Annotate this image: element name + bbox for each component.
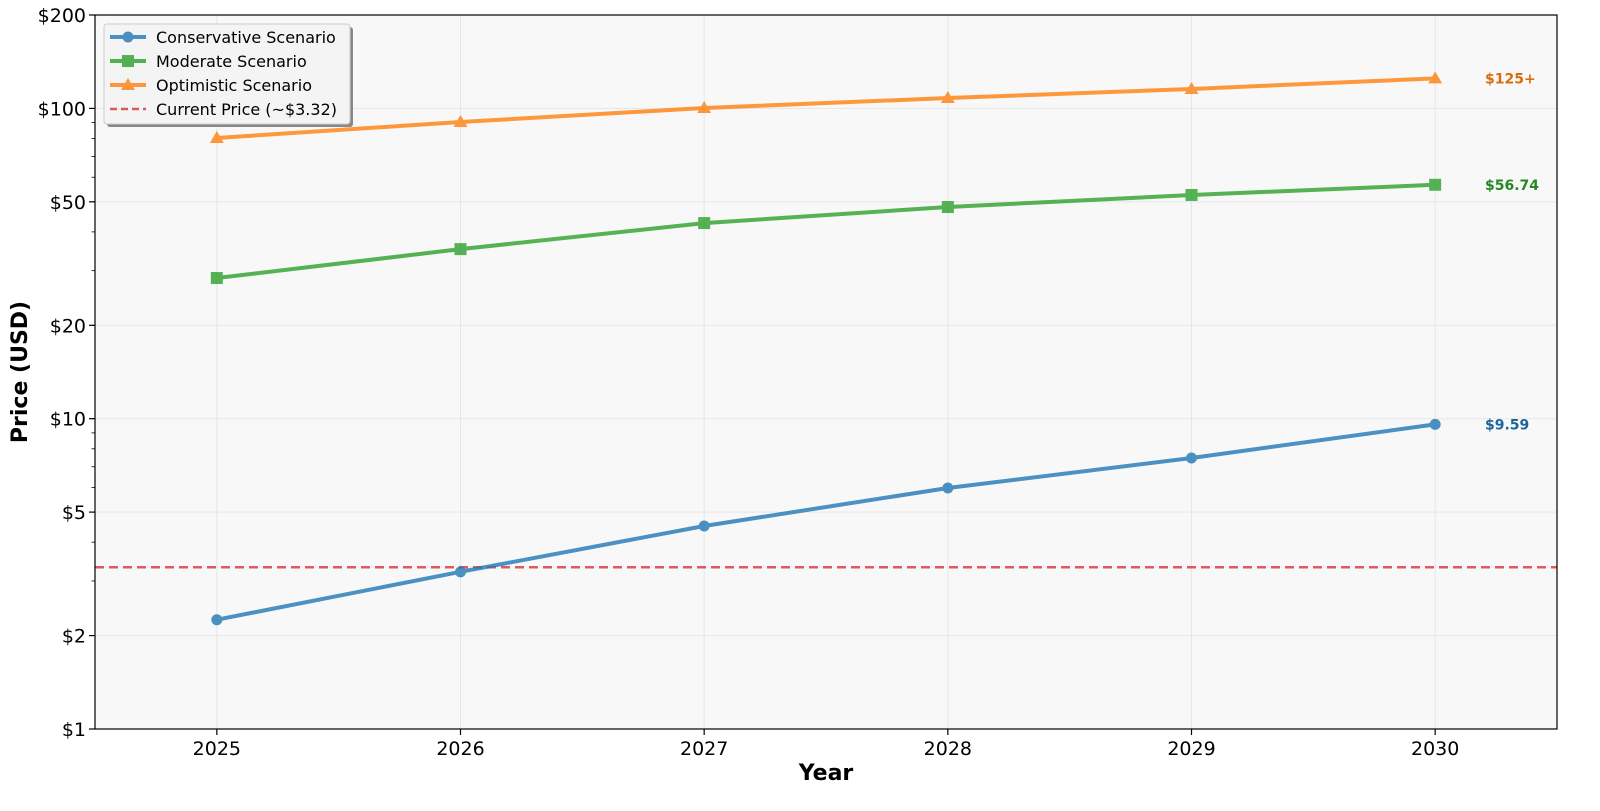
x-axis-ticks: 2025 2026 2027 2028 2029 2030 xyxy=(193,729,1459,760)
data-point xyxy=(1429,418,1441,430)
y-axis-label: Price (USD) xyxy=(8,301,33,443)
series-line xyxy=(216,422,1436,622)
y-tick-label: $50 xyxy=(50,192,86,214)
legend-marker xyxy=(122,55,134,67)
data-point xyxy=(1428,71,1443,84)
x-tick-label: 2026 xyxy=(436,738,484,760)
y-tick-label: $100 xyxy=(38,98,86,120)
legend-label: Moderate Scenario xyxy=(156,52,307,71)
data-point xyxy=(1184,81,1199,94)
y-tick-label: $200 xyxy=(38,5,86,27)
series-line xyxy=(216,182,1436,281)
legend-box xyxy=(103,23,351,125)
data-point xyxy=(1185,188,1198,201)
data-point xyxy=(698,217,711,230)
legend-entry: Current Price (~$3.32) xyxy=(110,100,337,119)
legend-swatch xyxy=(110,55,146,67)
y-tick-label: $10 xyxy=(50,409,86,431)
plot-area xyxy=(95,15,1557,729)
x-tick-label: 2028 xyxy=(924,738,972,760)
series-group xyxy=(209,71,1443,626)
data-point xyxy=(453,115,468,128)
series-optimistic xyxy=(209,71,1443,143)
end-value-label: $9.59 xyxy=(1485,417,1529,433)
data-point xyxy=(1186,452,1197,464)
series-line xyxy=(216,76,1436,140)
data-point xyxy=(940,91,955,104)
legend-entry: Moderate Scenario xyxy=(110,52,307,71)
legend-entry: Optimistic Scenario xyxy=(110,76,312,95)
end-labels: $9.59 $56.74 $125+ xyxy=(1485,71,1539,433)
data-point xyxy=(941,201,954,214)
x-tick-label: 2029 xyxy=(1167,738,1215,760)
legend-marker xyxy=(121,78,135,90)
y-axis-ticks: $1 $2 $5 $10 $20 $50 $100 $200 xyxy=(38,5,95,741)
legend-label: Optimistic Scenario xyxy=(156,76,312,95)
plot-frame xyxy=(94,14,1558,730)
legend-swatch xyxy=(110,31,146,43)
legend-label: Conservative Scenario xyxy=(156,28,336,47)
y-tick-label: $20 xyxy=(50,315,86,337)
series-moderate xyxy=(210,178,1442,285)
data-point xyxy=(697,101,712,114)
x-tick-label: 2025 xyxy=(193,738,241,760)
end-value-label: $56.74 xyxy=(1485,178,1539,194)
legend-entry: Conservative Scenario xyxy=(110,28,336,47)
legend-marker xyxy=(122,31,134,43)
data-point xyxy=(698,520,710,532)
data-point xyxy=(942,482,954,494)
legend-swatch xyxy=(110,78,146,90)
data-point xyxy=(454,243,467,256)
data-point xyxy=(210,272,223,285)
y-tick-label: $1 xyxy=(62,719,86,741)
legend: Conservative Scenario Moderate Scenario Op… xyxy=(103,23,353,127)
legend-label: Current Price (~$3.32) xyxy=(156,100,337,119)
data-point xyxy=(209,130,224,143)
series-conservative xyxy=(211,418,1441,626)
x-axis-label: Year xyxy=(798,761,854,786)
x-tick-label: 2027 xyxy=(680,738,728,760)
data-point xyxy=(211,614,223,626)
end-value-label: $125+ xyxy=(1485,71,1536,87)
y-tick-label: $2 xyxy=(62,626,86,648)
data-point xyxy=(455,566,466,578)
data-point xyxy=(1429,178,1442,191)
x-tick-label: 2030 xyxy=(1411,738,1459,760)
y-tick-label: $5 xyxy=(62,502,86,524)
